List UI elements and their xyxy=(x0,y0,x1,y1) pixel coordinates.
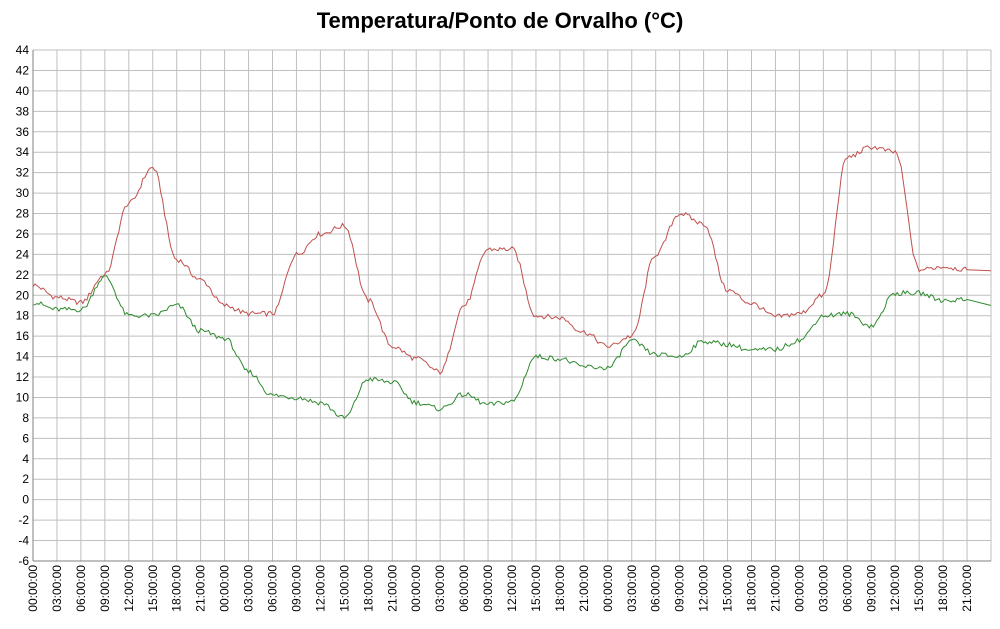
x-tick-label: 06:00:00 xyxy=(457,565,471,612)
y-tick-label: 34 xyxy=(16,145,30,159)
y-tick-label: -6 xyxy=(18,554,29,568)
x-tick-label: 21:00:00 xyxy=(577,565,591,612)
x-tick-label: 00:00:00 xyxy=(218,565,232,612)
y-tick-label: 6 xyxy=(22,431,29,445)
x-tick-label: 06:00:00 xyxy=(840,565,854,612)
x-tick-label: 21:00:00 xyxy=(768,565,782,612)
x-tick-label: 18:00:00 xyxy=(553,565,567,612)
y-tick-label: 44 xyxy=(16,43,30,57)
x-tick-label: 09:00:00 xyxy=(864,565,878,612)
y-tick-label: 18 xyxy=(16,309,30,323)
y-tick-label: 22 xyxy=(16,268,30,282)
y-tick-label: 12 xyxy=(16,370,30,384)
y-tick-label: 32 xyxy=(16,166,30,180)
x-tick-label: 00:00:00 xyxy=(792,565,806,612)
x-tick-label: 09:00:00 xyxy=(289,565,303,612)
axes xyxy=(32,50,991,562)
x-tick-label: 03:00:00 xyxy=(433,565,447,612)
x-tick-label: 15:00:00 xyxy=(337,565,351,612)
gridlines xyxy=(32,49,992,562)
y-tick-label: 40 xyxy=(16,84,30,98)
x-tick-label: 15:00:00 xyxy=(721,565,735,612)
x-tick-label: 00:00:00 xyxy=(409,565,423,612)
y-tick-label: 0 xyxy=(22,493,29,507)
x-tick-label: 18:00:00 xyxy=(170,565,184,612)
x-tick-label: 03:00:00 xyxy=(242,565,256,612)
x-tick-label: 15:00:00 xyxy=(146,565,160,612)
x-tick-label: 03:00:00 xyxy=(625,565,639,612)
y-tick-label: 4 xyxy=(22,452,29,466)
y-tick-label: 24 xyxy=(16,247,30,261)
x-tick-label: 00:00:00 xyxy=(26,565,40,612)
x-tick-label: 18:00:00 xyxy=(361,565,375,612)
x-tick-label: 09:00:00 xyxy=(673,565,687,612)
y-axis-tick-labels: -6-4-20246810121416182022242628303234363… xyxy=(16,43,30,568)
x-tick-label: 03:00:00 xyxy=(50,565,64,612)
series-line-ponto-de-orvalho xyxy=(32,275,992,420)
x-tick-label: 12:00:00 xyxy=(122,565,136,612)
x-tick-label: 18:00:00 xyxy=(936,565,950,612)
x-tick-label: 18:00:00 xyxy=(745,565,759,612)
x-tick-label: 12:00:00 xyxy=(697,565,711,612)
y-tick-label: 38 xyxy=(16,104,30,118)
x-tick-label: 03:00:00 xyxy=(816,565,830,612)
y-tick-label: 2 xyxy=(22,472,29,486)
x-tick-label: 21:00:00 xyxy=(385,565,399,612)
chart-title: Temperatura/Ponto de Orvalho (°C) xyxy=(316,8,684,33)
y-tick-label: 20 xyxy=(16,288,30,302)
y-tick-label: 42 xyxy=(16,63,30,77)
x-tick-label: 21:00:00 xyxy=(194,565,208,612)
y-tick-label: 10 xyxy=(16,390,30,404)
y-tick-label: 26 xyxy=(16,227,30,241)
x-tick-label: 00:00:00 xyxy=(601,565,615,612)
x-tick-label: 06:00:00 xyxy=(649,565,663,612)
x-tick-label: 09:00:00 xyxy=(481,565,495,612)
x-tick-label: 12:00:00 xyxy=(505,565,519,612)
y-tick-label: 8 xyxy=(22,411,29,425)
y-tick-label: 14 xyxy=(16,350,30,364)
x-tick-label: 12:00:00 xyxy=(888,565,902,612)
y-tick-label: 36 xyxy=(16,125,30,139)
x-axis-tick-labels: 00:00:00 03:00:00 06:00:00 09:00:00 12:00:00… xyxy=(26,565,974,612)
y-tick-label: 16 xyxy=(16,329,30,343)
y-tick-label: -2 xyxy=(18,513,29,527)
x-tick-label: 06:00:00 xyxy=(74,565,88,612)
series-line-temperatura xyxy=(32,145,992,375)
x-tick-label: 15:00:00 xyxy=(529,565,543,612)
x-tick-label: 09:00:00 xyxy=(98,565,112,612)
x-tick-label: 21:00:00 xyxy=(960,565,974,612)
x-tick-label: 06:00:00 xyxy=(266,565,280,612)
y-tick-label: 30 xyxy=(16,186,30,200)
y-tick-label: 28 xyxy=(16,207,30,221)
x-tick-label: 12:00:00 xyxy=(313,565,327,612)
y-tick-label: -4 xyxy=(18,534,29,548)
series-lines xyxy=(32,145,992,420)
x-tick-label: 15:00:00 xyxy=(912,565,926,612)
